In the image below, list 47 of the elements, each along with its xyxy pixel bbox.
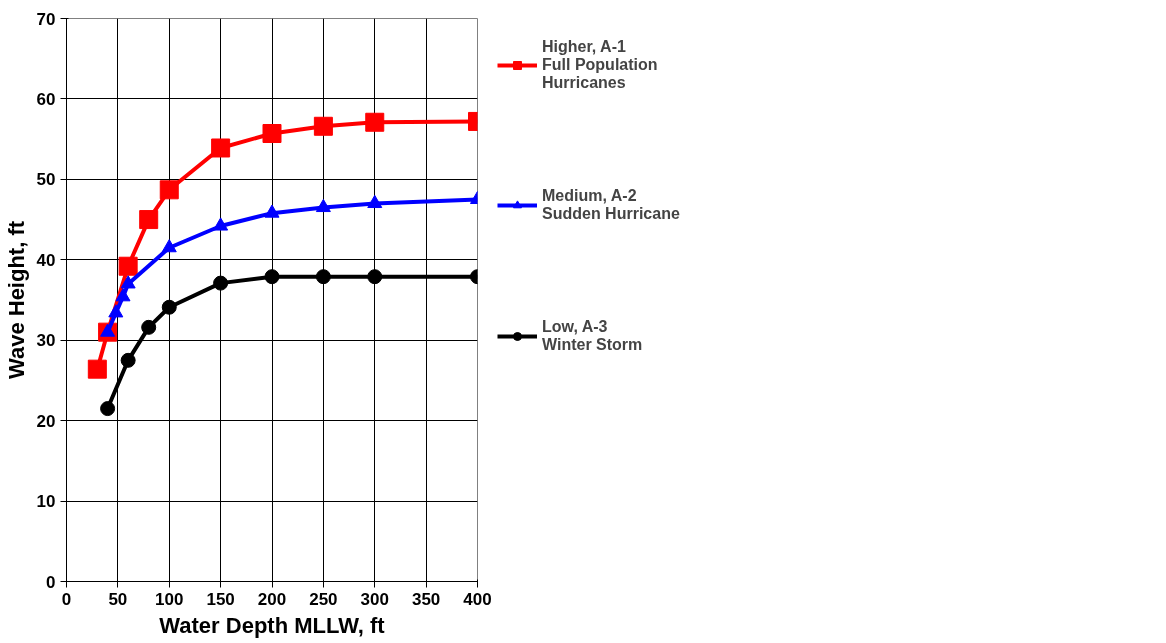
y-tick-label: 60 — [36, 89, 56, 109]
x-tick-label: 350 — [411, 589, 441, 609]
y-tick-label: 10 — [36, 492, 56, 512]
point — [100, 323, 116, 337]
y-tick-label: 50 — [36, 170, 56, 190]
point — [315, 198, 331, 213]
x-tick-label: 50 — [108, 589, 128, 609]
point — [115, 288, 131, 302]
x-tick-label: 0 — [61, 589, 72, 609]
point — [159, 180, 179, 200]
point — [367, 269, 383, 285]
legend-label: Higher, A-1 Full Population Hurricanes — [542, 38, 658, 92]
point — [315, 269, 331, 285]
y-tick-label: 0 — [46, 572, 56, 592]
point — [213, 217, 229, 231]
point — [141, 319, 157, 335]
x-tick-label: 200 — [257, 589, 287, 609]
y-tick-label: 30 — [36, 331, 56, 351]
point — [161, 299, 177, 315]
point — [313, 116, 333, 136]
x-axis-title: Water Depth MLLW, ft — [159, 612, 386, 638]
point — [367, 194, 383, 209]
point — [87, 359, 107, 379]
point — [120, 352, 136, 368]
point — [365, 112, 385, 132]
x-tick-label: 400 — [463, 589, 492, 609]
point — [264, 269, 280, 285]
x-tick-label: 150 — [206, 589, 235, 609]
x-tick-label: 250 — [309, 589, 338, 609]
y-tick-label: 70 — [36, 9, 56, 29]
point — [213, 275, 229, 291]
point — [139, 210, 159, 230]
y-axis-title: Wave Height, ft — [3, 220, 29, 380]
legend-label: Medium, A-2 Sudden Hurricane — [542, 187, 680, 223]
point — [264, 204, 280, 218]
point — [100, 401, 116, 417]
point — [161, 239, 177, 253]
x-tick-label: 100 — [155, 589, 184, 609]
y-tick-label: 40 — [36, 250, 56, 270]
x-tick-label: 300 — [360, 589, 389, 609]
point — [118, 256, 138, 276]
legend-label: Low, A-3 Winter Storm — [542, 318, 643, 354]
point — [120, 275, 136, 289]
y-tick-label: 20 — [36, 411, 56, 431]
point — [108, 304, 124, 318]
point — [262, 124, 282, 144]
point — [211, 138, 231, 158]
